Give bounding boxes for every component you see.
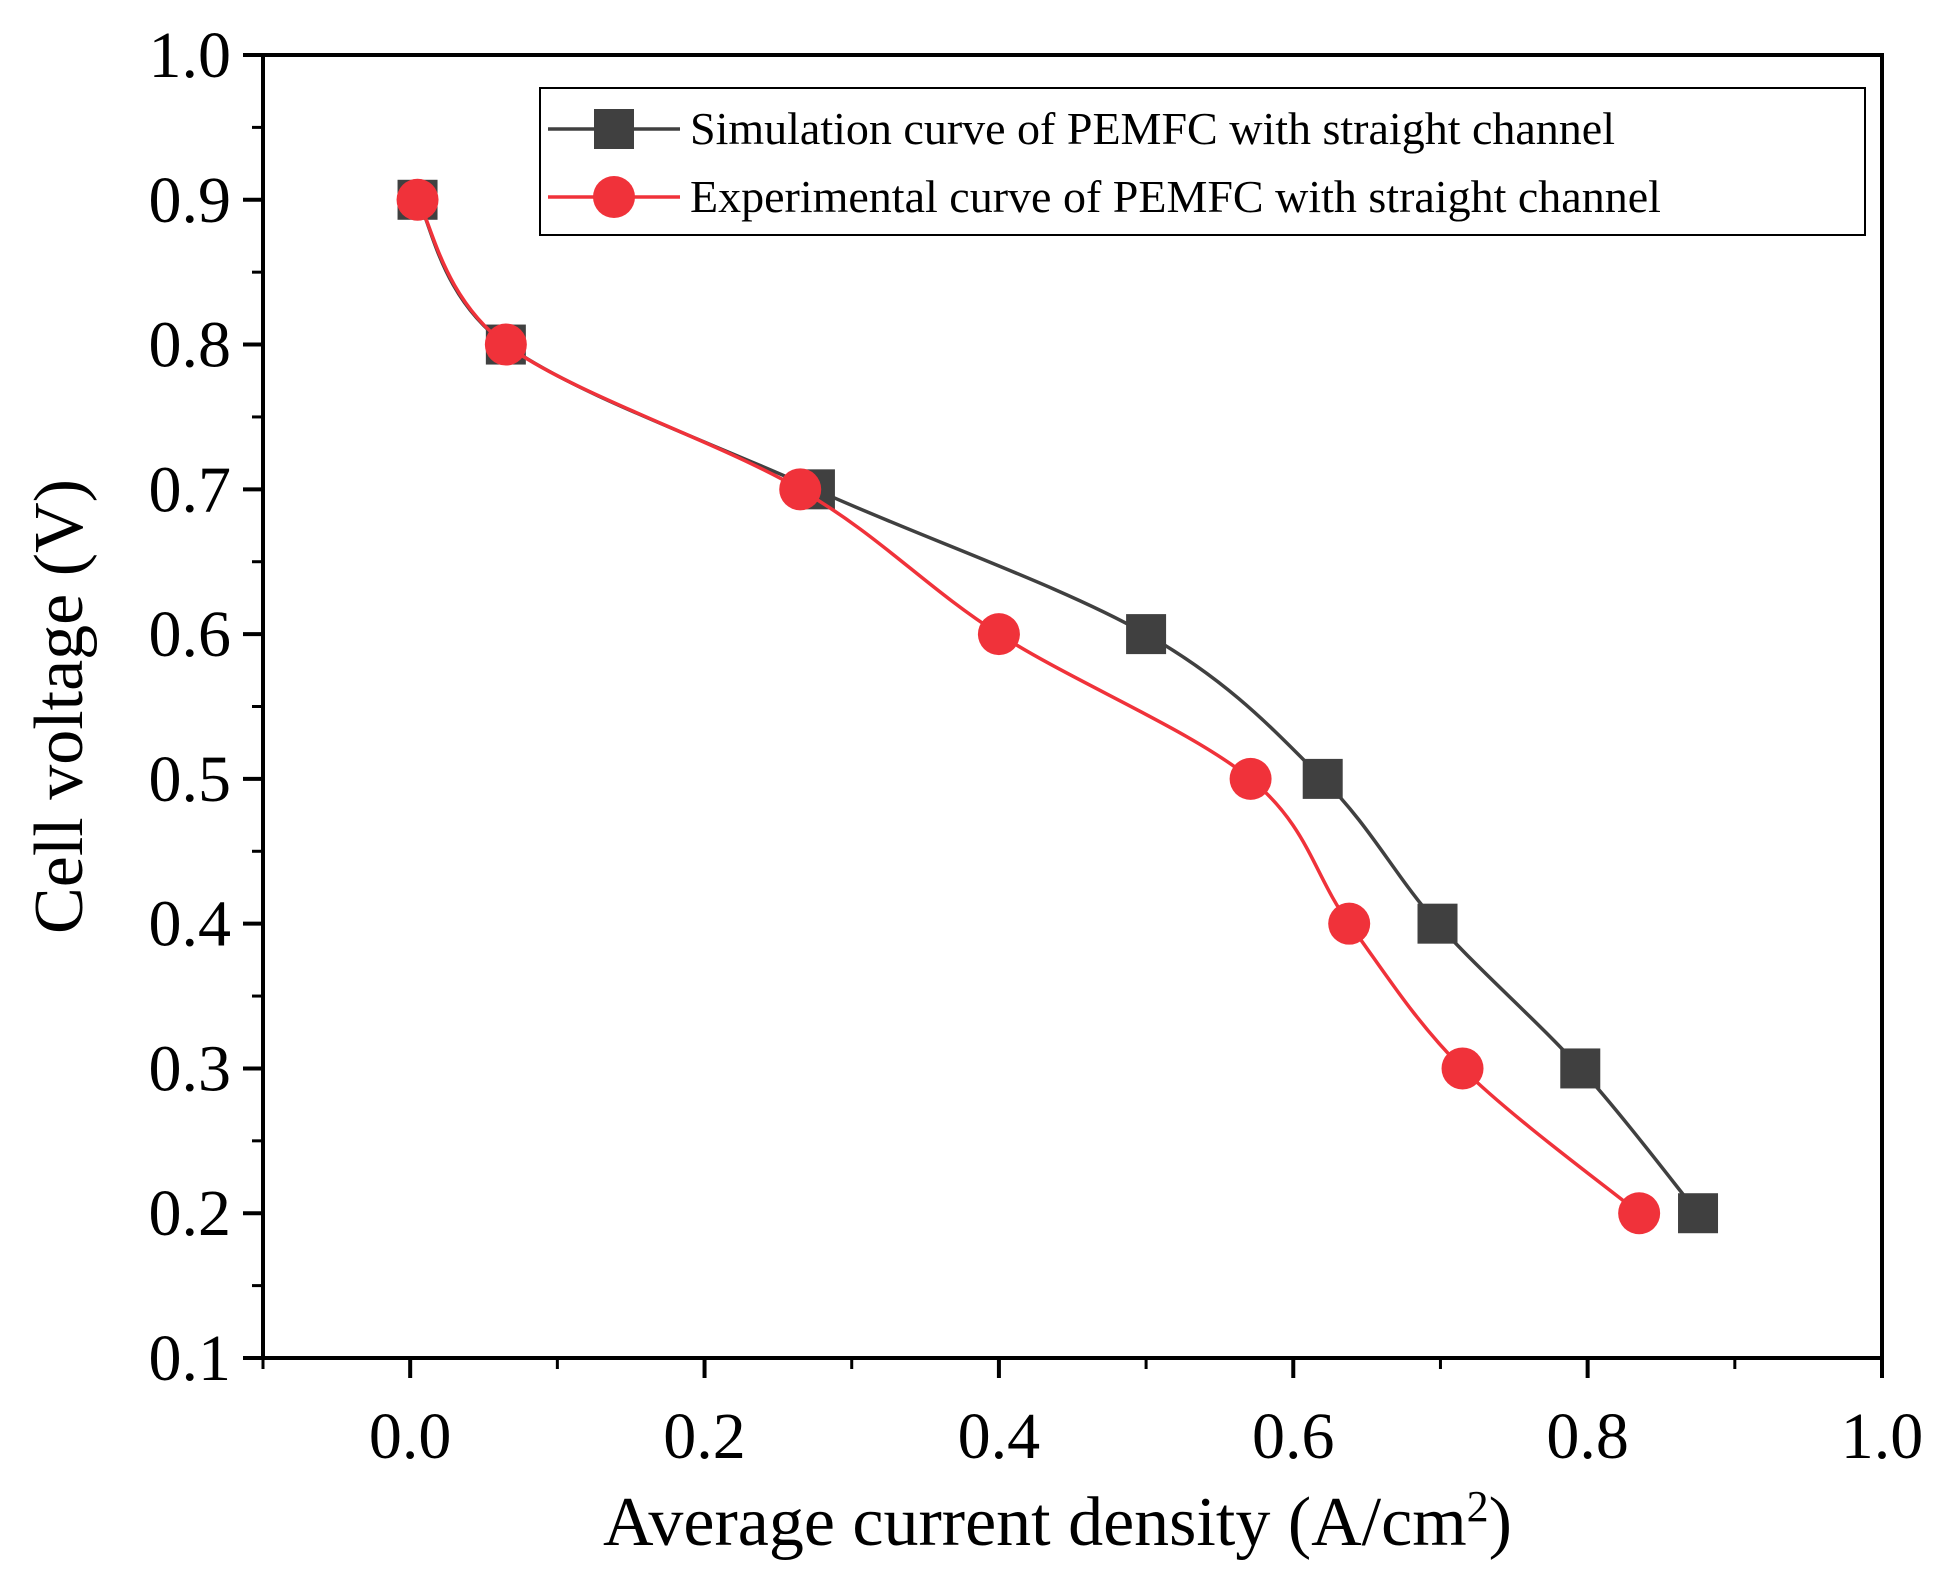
data-point [1678,1193,1719,1234]
data-point [396,178,439,221]
series-line [416,198,1700,1215]
x-tick-label: 0.8 [1546,1400,1629,1473]
data-point [1417,903,1458,944]
y-tick-label: 0.5 [149,743,232,816]
data-point [1328,902,1371,945]
y-tick-label: 0.6 [149,598,232,671]
data-point [779,468,822,511]
data-point [1229,757,1272,800]
legend-marker [593,176,635,218]
axes: 0.0 0.2 0.4 0.6 0.8 1.0 0.1 0.2 0.3 0.4 0.5 0.6 0.7 0… [149,19,1924,1473]
series-experimental [396,178,1661,1235]
legend: Simulation curve of PEMFC with straight … [539,87,1866,236]
y-tick-label: 0.3 [149,1032,232,1105]
legend-marker [594,109,634,149]
y-tick-label: 0.9 [149,164,232,237]
legend-entry: Simulation curve of PEMFC with straight … [548,103,1615,154]
x-axis-title: Average current density (A/cm2) [603,1482,1512,1562]
series-line [416,198,1641,1215]
x-tick-label: 0.6 [1252,1400,1335,1473]
data-point [1302,758,1343,799]
y-tick-label: 1.0 [149,19,232,92]
series-layer [396,178,1719,1235]
data-point [1560,1048,1601,1089]
x-tick-label: 0.0 [369,1400,452,1473]
data-point [1441,1047,1484,1090]
series-simulation [397,179,1719,1234]
legend-box [539,87,1866,236]
x-tick-label: 0.4 [958,1400,1041,1473]
x-tick-label: 1.0 [1841,1400,1924,1473]
x-tick-label: 0.2 [663,1400,746,1473]
y-axis-title: Cell voltage (V) [21,479,98,934]
y-tick-label: 0.8 [149,309,232,382]
data-point [1618,1192,1661,1235]
data-point [1126,614,1167,655]
data-point [484,323,527,366]
legend-entry: Experimental curve of PEMFC with straigh… [548,171,1661,222]
plot-frame [261,53,1884,1360]
legend-label: Simulation curve of PEMFC with straight … [690,103,1615,154]
y-tick-label: 0.7 [149,453,232,526]
y-tick-label: 0.2 [149,1177,232,1250]
axis-titles: Average current density (A/cm2) Cell volt… [21,479,1512,1561]
legend-label: Experimental curve of PEMFC with straigh… [690,171,1661,222]
y-tick-label: 0.1 [149,1322,232,1395]
data-point [977,613,1020,656]
y-tick-label: 0.4 [149,888,232,961]
